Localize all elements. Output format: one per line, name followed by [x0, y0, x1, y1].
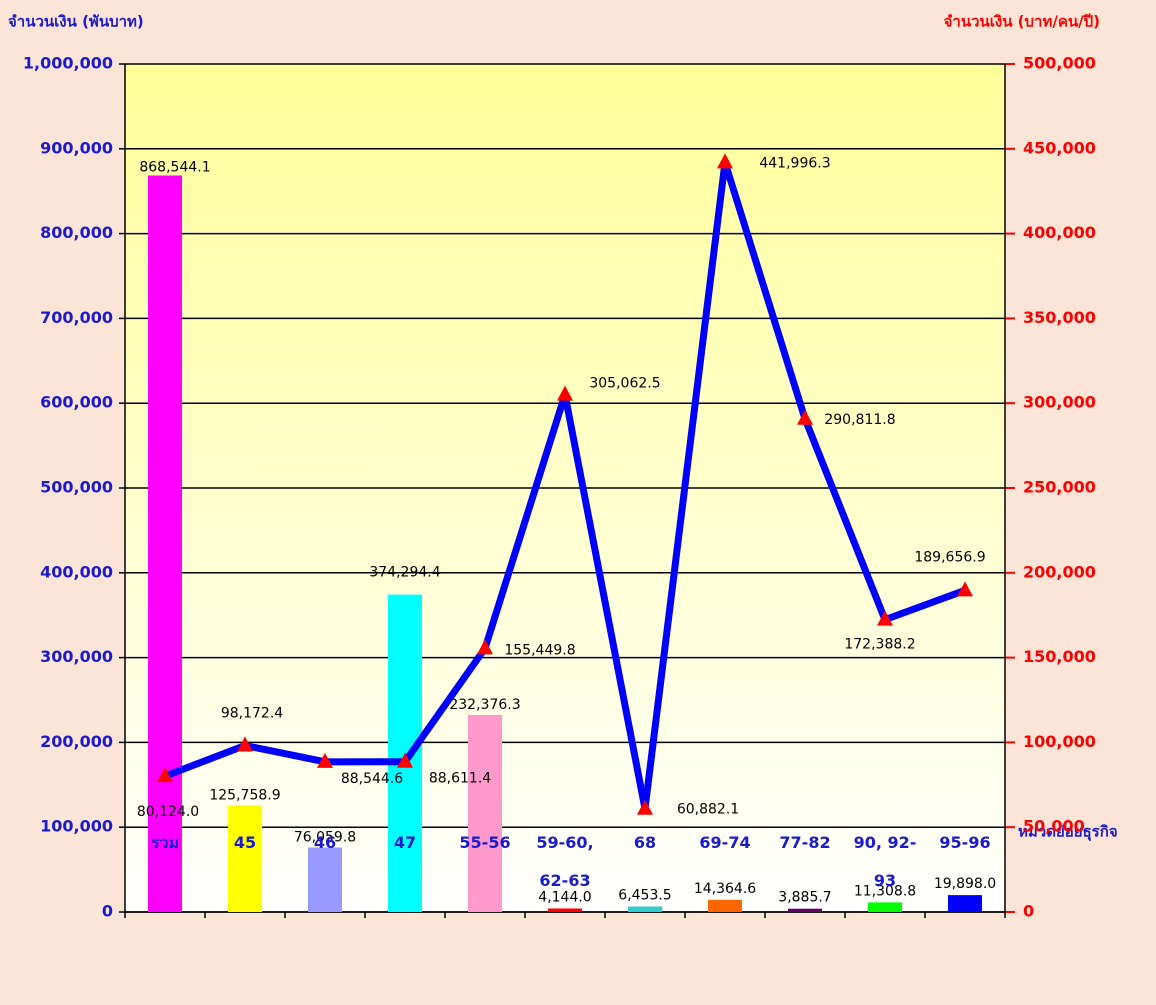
y-tick-label: 0 [102, 902, 113, 921]
y-tick-label: 400,000 [40, 562, 113, 581]
marker [237, 736, 253, 752]
data-label: 290,811.8 [824, 412, 895, 428]
y2-tick-label: 0 [1023, 902, 1034, 921]
marker [957, 581, 973, 597]
data-label: 19,898.0 [934, 876, 996, 892]
marker [877, 610, 893, 626]
y-axis-title: จำนวนเงิน (พันบาท) [8, 13, 144, 31]
marker [797, 409, 813, 425]
data-label: 232,376.3 [449, 697, 520, 713]
bar [468, 714, 502, 912]
marker [637, 799, 653, 815]
marker [317, 752, 333, 768]
marker [717, 153, 733, 169]
y2-tick-label: 500,000 [1023, 54, 1096, 73]
y2-tick-label: 400,000 [1023, 223, 1096, 242]
x-tick-label: 59-60, 62-63 [536, 833, 594, 890]
bar [148, 175, 182, 912]
bar [548, 908, 582, 912]
marker [397, 752, 413, 768]
data-label: 60,882.1 [677, 802, 739, 818]
x-tick-label: 95-96 [939, 833, 991, 852]
marker [557, 385, 573, 401]
y2-tick-label: 50,000 [1023, 817, 1085, 836]
data-label: 374,294.4 [369, 565, 440, 581]
y-tick-label: 500,000 [40, 478, 113, 497]
marker [157, 767, 173, 783]
x-tick-label: 68 [633, 833, 657, 852]
bar [228, 805, 262, 912]
y2-tick-label: 250,000 [1023, 478, 1096, 497]
data-label: 868,544.1 [139, 159, 210, 175]
y-tick-label: 800,000 [40, 223, 113, 242]
x-tick-label: 69-74 [699, 833, 751, 852]
y-tick-label: 900,000 [40, 138, 113, 157]
data-label: 155,449.8 [504, 642, 575, 658]
x-tick-label: 45 [233, 833, 257, 852]
y2-tick-label: 300,000 [1023, 393, 1096, 412]
y-tick-label: 700,000 [40, 308, 113, 327]
y2-tick-label: 100,000 [1023, 732, 1096, 751]
bar [868, 902, 902, 912]
x-tick-label: 77-82 [779, 833, 831, 852]
data-label: 172,388.2 [844, 637, 915, 653]
data-label: 76,059.8 [294, 830, 356, 846]
y2-axis-title: จำนวนเงิน (บาท/คน/ปี) [944, 13, 1100, 31]
data-label: 3,885.7 [778, 890, 831, 906]
y2-tick-label: 150,000 [1023, 647, 1096, 666]
data-label: 4,144.0 [538, 889, 591, 905]
data-label: 441,996.3 [759, 155, 830, 171]
y2-tick-label: 350,000 [1023, 308, 1096, 327]
bar [628, 906, 662, 912]
x-tick-label: 55-56 [459, 833, 511, 852]
data-label: 6,453.5 [618, 888, 671, 904]
x-axis-title: หมวดย่อยธุรกิจ [1018, 823, 1118, 842]
y-tick-label: 100,000 [40, 817, 113, 836]
y2-tick-label: 450,000 [1023, 138, 1096, 157]
data-label: 14,364.6 [694, 881, 756, 897]
bar [308, 847, 342, 912]
y2-tick-label: 200,000 [1023, 562, 1096, 581]
data-label: 80,124.0 [137, 804, 199, 820]
x-tick-label: 46 [313, 833, 337, 852]
bar [788, 908, 822, 912]
y-tick-label: 1,000,000 [23, 54, 113, 73]
data-label: 88,544.6 [341, 771, 403, 787]
y-tick-label: 600,000 [40, 393, 113, 412]
data-label: 305,062.5 [589, 376, 660, 392]
y-tick-label: 300,000 [40, 647, 113, 666]
data-label: 98,172.4 [221, 705, 283, 721]
data-label: 189,656.9 [914, 549, 985, 565]
marker [477, 639, 493, 655]
x-tick-label: 90, 92-93 [853, 833, 917, 890]
data-label: 11,308.8 [854, 883, 916, 899]
x-tick-label: รวม [150, 833, 180, 852]
data-label: 125,758.9 [209, 787, 280, 803]
y-tick-label: 200,000 [40, 732, 113, 751]
data-label: 88,611.4 [429, 771, 491, 787]
bar [708, 899, 742, 912]
x-tick-label: 47 [393, 833, 417, 852]
bar [948, 895, 982, 912]
